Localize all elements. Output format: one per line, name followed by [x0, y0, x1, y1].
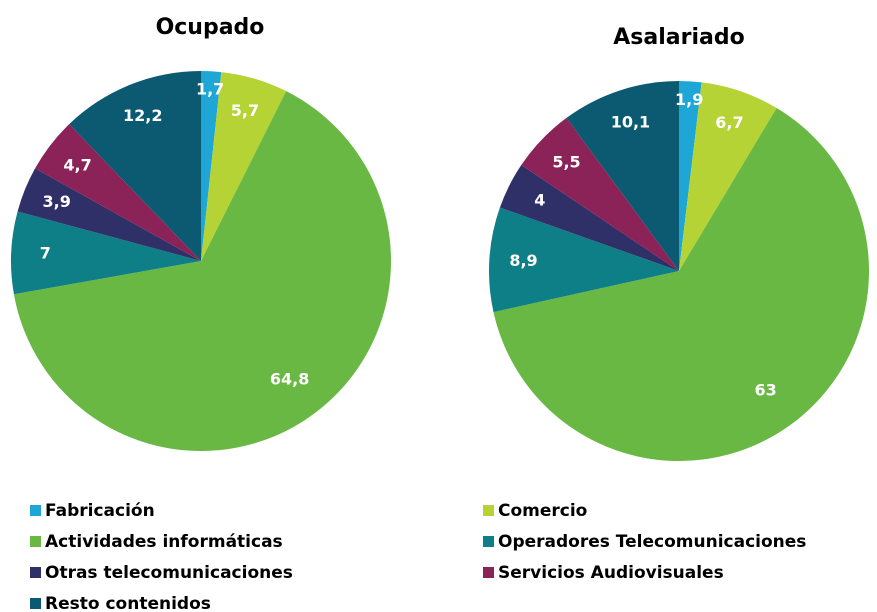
pie-slice — [488, 207, 679, 313]
pie-slice — [499, 165, 679, 271]
pie-slice — [17, 168, 202, 261]
legend-label: Resto contenidos — [45, 594, 211, 612]
data-label: 7 — [40, 244, 51, 263]
legend-label: Actividades informáticas — [45, 532, 283, 552]
data-label: 10,1 — [611, 112, 650, 131]
pie-slice — [679, 81, 702, 271]
legend-label: Servicios Audiovisuales — [498, 563, 724, 583]
pie-slice — [566, 81, 679, 271]
legend-swatch — [30, 567, 41, 578]
legend-swatch — [30, 598, 41, 609]
legend-swatch — [483, 567, 494, 578]
legend-label: Comercio — [498, 501, 587, 521]
data-label: 8,9 — [509, 251, 537, 270]
pie-slice — [35, 124, 201, 261]
legend-label: Operadores Telecomunicaciones — [498, 532, 806, 552]
data-label: 1,9 — [675, 90, 703, 109]
legend-swatch — [483, 536, 494, 547]
pie-slice — [493, 108, 869, 461]
legend-label: Otras telecomunicaciones — [45, 563, 293, 583]
data-label: 5,7 — [231, 101, 259, 120]
legend-swatch — [30, 536, 41, 547]
pie-slice — [679, 82, 777, 271]
data-label: 6,7 — [715, 113, 743, 132]
data-label: 63 — [755, 381, 777, 400]
data-label: 4 — [534, 190, 545, 209]
data-label: 4,7 — [63, 155, 91, 174]
chart-title: Asalariado — [613, 25, 744, 50]
legend-label: Fabricación — [45, 501, 155, 521]
pie-slice — [69, 71, 201, 261]
pie-slice — [201, 71, 222, 261]
pie-slice — [10, 211, 202, 295]
legend-swatch — [483, 505, 494, 516]
pie-slice — [201, 72, 287, 261]
chart-title: Ocupado — [156, 15, 265, 40]
data-label: 1,7 — [196, 80, 224, 99]
legend-swatch — [30, 505, 41, 516]
pie-slice — [13, 91, 392, 451]
pie-slice — [521, 117, 679, 271]
data-label: 64,8 — [270, 369, 309, 388]
data-label: 3,9 — [43, 192, 71, 211]
data-label: 12,2 — [123, 106, 162, 125]
data-label: 5,5 — [552, 153, 580, 172]
